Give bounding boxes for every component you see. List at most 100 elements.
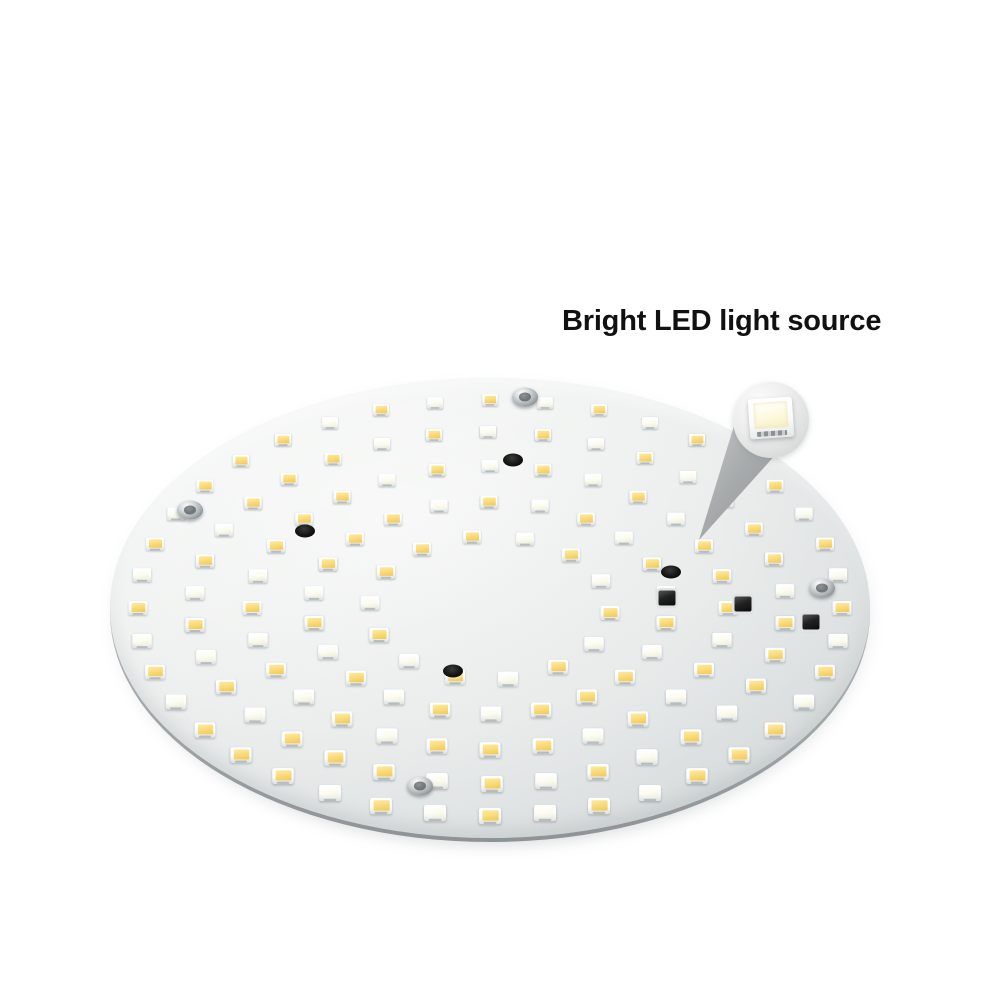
led-phosphor-die [335, 492, 348, 501]
led-chip [322, 416, 339, 429]
led-leads [594, 413, 604, 416]
led-phosphor-die [380, 475, 393, 484]
led-leads [428, 818, 442, 821]
led-leads [234, 760, 248, 763]
led-chip [642, 556, 661, 571]
led-leads [403, 665, 415, 668]
led-chip [376, 565, 395, 580]
led-chip [195, 649, 216, 665]
led-leads [247, 506, 258, 509]
led-leads [769, 659, 781, 662]
led-chip [426, 429, 443, 442]
led-phosphor-die [645, 558, 659, 568]
led-leads [252, 644, 264, 647]
led-leads [538, 818, 552, 821]
led-leads [335, 723, 348, 727]
led-phosphor-die [536, 430, 549, 439]
led-phosphor-die [777, 585, 792, 595]
led-chip [534, 428, 551, 441]
led-phosphor-die [719, 707, 735, 718]
led-chip [775, 616, 795, 631]
led-leads [308, 627, 320, 630]
led-chip [794, 507, 813, 520]
led-phosphor-die [379, 730, 395, 741]
led-chip [688, 433, 705, 446]
led-leads [721, 718, 734, 721]
led-phosphor-die [767, 554, 781, 563]
led-leads [276, 781, 290, 784]
led-chip [293, 689, 315, 704]
led-phosphor-die [306, 588, 321, 598]
led-chip [614, 669, 635, 685]
led-leads [832, 579, 843, 582]
led-leads [538, 473, 548, 476]
led-leads [484, 718, 497, 721]
led-leads [580, 522, 591, 525]
led-chip [185, 618, 205, 633]
led-phosphor-die [483, 497, 496, 506]
led-leads [189, 629, 201, 632]
led-chip [481, 459, 499, 473]
led-phosphor-die [731, 749, 747, 760]
led-phosphor-die [796, 697, 812, 707]
led-phosphor-die [639, 751, 655, 762]
led-phosphor-die [752, 400, 789, 429]
led-phosphor-die [644, 646, 660, 656]
led-leads [734, 464, 744, 467]
led-phosphor-die [830, 570, 845, 580]
led-chip [728, 747, 750, 763]
led-phosphor-die [386, 514, 400, 523]
led-chip [319, 785, 342, 802]
mounting-hole [661, 565, 681, 579]
led-phosphor-die [830, 635, 845, 645]
led-leads [189, 597, 201, 600]
led-phosphor-die [594, 576, 609, 586]
led-chip [133, 568, 152, 583]
led-chip [428, 463, 446, 476]
led-leads [199, 564, 211, 567]
led-phosphor-die [590, 800, 607, 811]
led-chip [712, 569, 732, 584]
led-leads [246, 612, 258, 615]
led-chip [600, 606, 620, 620]
led-leads [720, 505, 731, 508]
led-phosphor-die [641, 787, 658, 798]
led-chip [638, 785, 661, 802]
led-chip [376, 728, 398, 744]
led-phosphor-die [188, 620, 203, 630]
led-leads [633, 501, 644, 503]
led-chip [244, 496, 262, 509]
led-chip [815, 537, 834, 551]
led-phosphor-die [768, 481, 781, 490]
led-chip [712, 632, 732, 647]
led-phosphor-die [401, 655, 417, 666]
led-phosphor-die [321, 559, 335, 569]
led-phosphor-die [682, 731, 699, 742]
led-chip [765, 648, 785, 663]
led-chip [642, 644, 662, 659]
led-chip [266, 539, 285, 553]
led-chip [318, 557, 337, 571]
led-chip [716, 705, 738, 721]
led-leads [684, 742, 697, 745]
led-phosphor-die [482, 427, 495, 436]
led-chip [680, 729, 701, 746]
led-phosphor-die [533, 501, 546, 510]
led-leads [388, 702, 401, 705]
led-chip [295, 513, 313, 526]
led-leads [732, 760, 746, 763]
black-smd-component [734, 596, 752, 612]
led-leads [372, 639, 385, 642]
led-leads [381, 484, 392, 486]
led-leads [298, 701, 310, 704]
led-chip [745, 678, 766, 694]
led-leads [692, 443, 702, 446]
led-leads [269, 674, 282, 677]
led-chip [430, 702, 451, 718]
led-leads [248, 719, 261, 722]
led-leads [322, 568, 334, 571]
led-phosphor-die [537, 775, 554, 786]
led-chip [275, 433, 292, 446]
led-phosphor-die [579, 514, 593, 523]
mounting-hole [503, 453, 523, 467]
